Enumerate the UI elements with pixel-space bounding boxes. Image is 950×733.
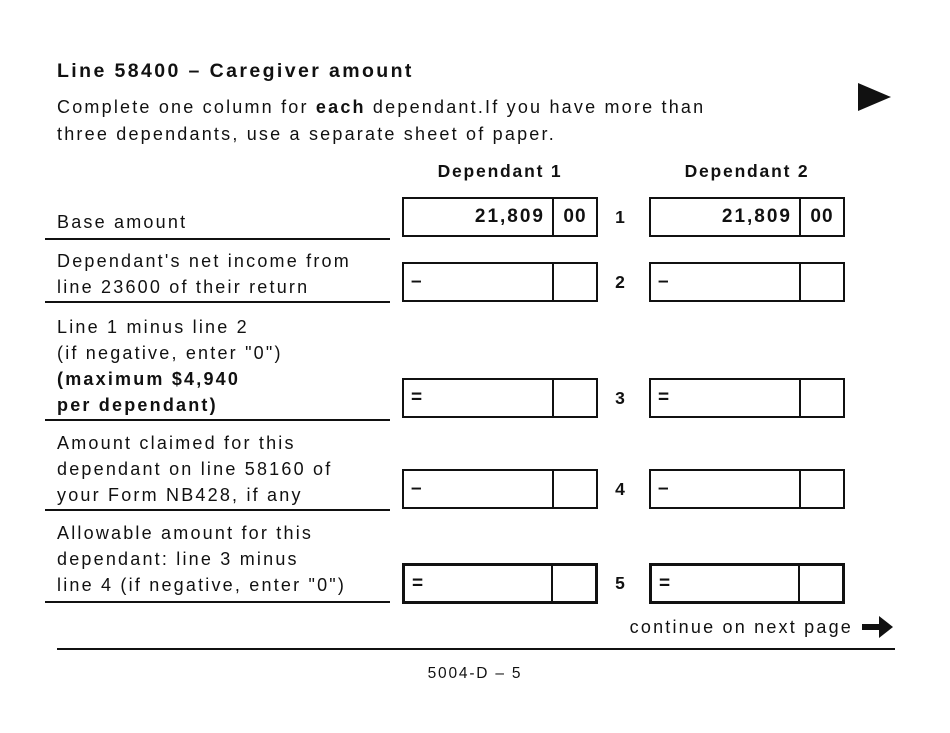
column-header-dependant-2: Dependant 2 <box>684 161 810 181</box>
row1-dep1-field[interactable]: 21,809 00 <box>402 197 598 237</box>
row3-dep1-operator: = <box>411 387 423 408</box>
row3-dep2-operator: = <box>658 387 670 408</box>
row5-dep1-operator: = <box>412 572 424 594</box>
start-marker-icon <box>858 83 891 111</box>
row4-label-line1: Amount claimed for this <box>57 433 296 453</box>
row4-dep2-operator: – <box>658 478 669 499</box>
row3-label-line2: (if negative, enter "0") <box>57 343 283 363</box>
row4-dep2-field[interactable]: – <box>649 469 845 509</box>
row1-label-line1: Base amount <box>57 212 188 232</box>
row3-label-line4: per dependant) <box>57 395 218 415</box>
row5-dep1-field[interactable]: = <box>402 563 598 604</box>
row3-underline <box>45 419 390 421</box>
row3-dep1-cents[interactable] <box>552 380 596 416</box>
row4-dep1-field[interactable]: – <box>402 469 598 509</box>
column-header-dependant-1: Dependant 1 <box>437 161 563 181</box>
row1-dep2-field[interactable]: 21,809 00 <box>649 197 845 237</box>
intro-text: Complete one column for each dependant.I… <box>57 94 705 148</box>
row3-dep1-field[interactable]: = <box>402 378 598 418</box>
row2-dep1-cents[interactable] <box>552 264 596 300</box>
row5-label-line2: dependant: line 3 minus <box>57 549 299 569</box>
row5-dep2-field[interactable]: = <box>649 563 845 604</box>
continue-arrow-icon <box>862 616 893 638</box>
row1-dep2-cents[interactable]: 00 <box>799 199 843 235</box>
intro-line1-part1: Complete one column for <box>57 97 316 117</box>
page-number: 5004-D – 5 <box>427 665 523 682</box>
row5-label-line3: line 4 (if negative, enter "0") <box>57 575 347 595</box>
row4-line-number: 4 <box>615 478 625 499</box>
continue-note: continue on next page <box>57 614 895 640</box>
row3-label-line3: (maximum $4,940 <box>57 369 241 389</box>
row1-label: Base amount <box>57 209 402 235</box>
intro-line1-bold: each <box>315 97 366 117</box>
row2-dep2-operator: – <box>658 271 669 292</box>
row3-label: Line 1 minus line 2 (if negative, enter … <box>57 314 402 418</box>
intro-line-1: Complete one column for each dependant.I… <box>57 94 705 121</box>
row2-dep2-field[interactable]: – <box>649 262 845 302</box>
row4-label-line3: your Form NB428, if any <box>57 485 303 505</box>
row2-label-line1: Dependant's net income from <box>57 251 351 271</box>
row2-dep2-cents[interactable] <box>799 264 843 300</box>
row3-line-number: 3 <box>615 387 625 408</box>
intro-line-2: three dependants, use a separate sheet o… <box>57 124 556 144</box>
continue-text: continue on next page <box>629 616 853 637</box>
row1-dep1-cents[interactable]: 00 <box>552 199 596 235</box>
row5-dep2-operator: = <box>659 572 671 594</box>
row4-dep1-cents[interactable] <box>552 471 596 507</box>
row2-label-line2: line 23600 of their return <box>57 277 310 297</box>
row1-underline <box>45 238 390 240</box>
row2-label: Dependant's net income from line 23600 o… <box>57 248 402 300</box>
row5-underline <box>45 601 390 603</box>
row4-dep2-cents[interactable] <box>799 471 843 507</box>
intro-line1-part2: dependant.If you have more than <box>365 97 706 117</box>
row3-dep2-field[interactable]: = <box>649 378 845 418</box>
row5-dep1-cents[interactable] <box>551 566 595 601</box>
row4-dep1-operator: – <box>411 478 422 499</box>
row2-line-number: 2 <box>615 271 625 292</box>
row1-dep1-amount: 21,809 <box>474 206 545 227</box>
row1-line-number: 1 <box>615 206 625 227</box>
section-bottom-rule <box>57 648 895 650</box>
section-title: Line 58400 – Caregiver amount <box>57 60 414 82</box>
row5-label-line1: Allowable amount for this <box>57 523 314 543</box>
row2-dep1-operator: – <box>411 271 422 292</box>
row2-underline <box>45 301 390 303</box>
row5-dep2-cents[interactable] <box>798 566 842 601</box>
row4-label: Amount claimed for this dependant on lin… <box>57 430 402 508</box>
row1-dep2-amount: 21,809 <box>721 206 792 227</box>
row4-label-line2: dependant on line 58160 of <box>57 459 333 479</box>
row4-underline <box>45 509 390 511</box>
row5-line-number: 5 <box>615 572 625 593</box>
row3-label-line1: Line 1 minus line 2 <box>57 317 249 337</box>
row5-label: Allowable amount for this dependant: lin… <box>57 520 402 598</box>
row2-dep1-field[interactable]: – <box>402 262 598 302</box>
row3-dep2-cents[interactable] <box>799 380 843 416</box>
